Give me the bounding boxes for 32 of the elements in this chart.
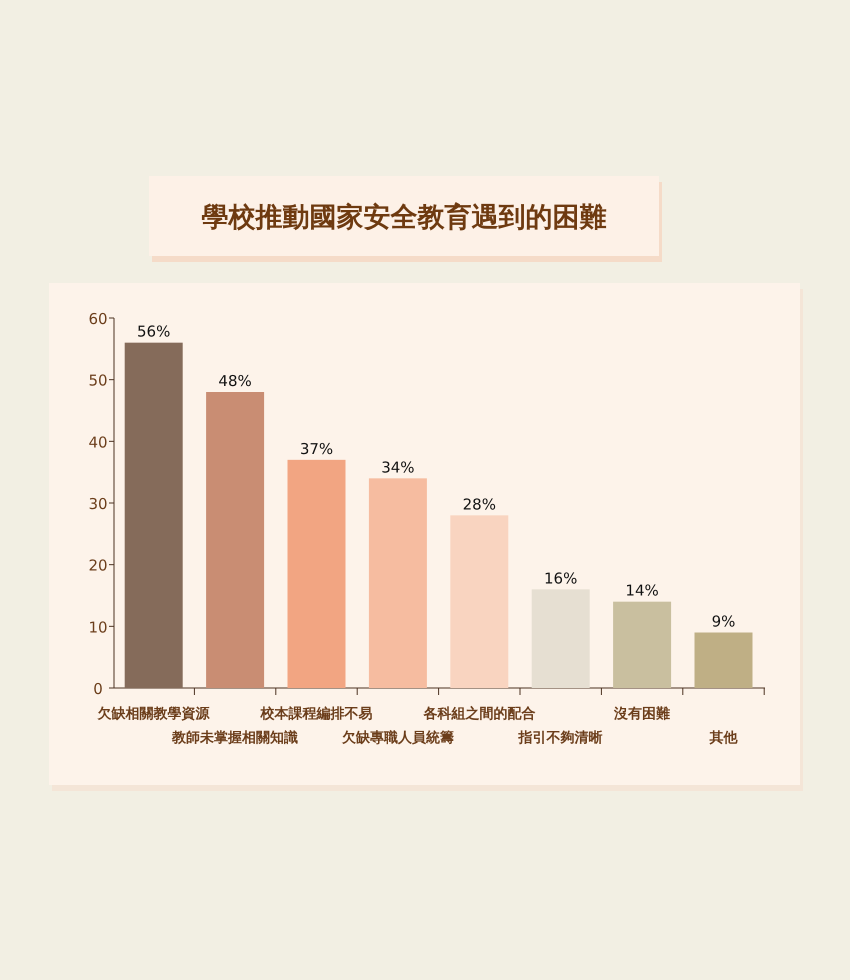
data-label: 28% [462, 495, 496, 514]
bar [694, 632, 752, 688]
data-label: 56% [137, 322, 170, 341]
bar [288, 460, 346, 688]
y-tick-label: 50 [88, 372, 108, 390]
x-tick-label: 教師未掌握相關知識 [171, 729, 298, 746]
chart-title: 學校推動國家安全教育遇到的困難 [202, 202, 606, 233]
y-tick-label: 40 [88, 433, 108, 452]
data-label: 48% [218, 372, 252, 390]
bar [368, 478, 427, 688]
y-tick-label: 10 [88, 618, 108, 636]
y-tick-label: 20 [88, 556, 108, 575]
bar [206, 392, 264, 688]
data-label: 9% [712, 612, 736, 630]
y-tick-label: 60 [88, 310, 108, 328]
data-label: 16% [544, 569, 578, 588]
bar [124, 342, 183, 688]
bar [532, 589, 590, 688]
data-label: 37% [300, 440, 334, 458]
bar [613, 602, 672, 688]
data-label: 34% [381, 458, 415, 476]
x-tick-label: 校本課程編排不易 [260, 705, 372, 722]
x-tick-label: 指引不夠清晰 [518, 730, 603, 746]
x-tick-label: 欠缺專職人員統籌 [340, 729, 454, 746]
x-tick-label: 欠缺相關教學資源 [96, 706, 211, 722]
y-tick-label: 30 [88, 495, 108, 513]
bar [450, 515, 508, 688]
data-label: 14% [625, 582, 659, 600]
y-tick-label: 0 [93, 680, 103, 698]
x-tick-label: 其他 [708, 730, 738, 746]
x-tick-label: 沒有困難 [613, 706, 670, 722]
x-tick-label: 各科組之間的配合 [422, 705, 536, 722]
